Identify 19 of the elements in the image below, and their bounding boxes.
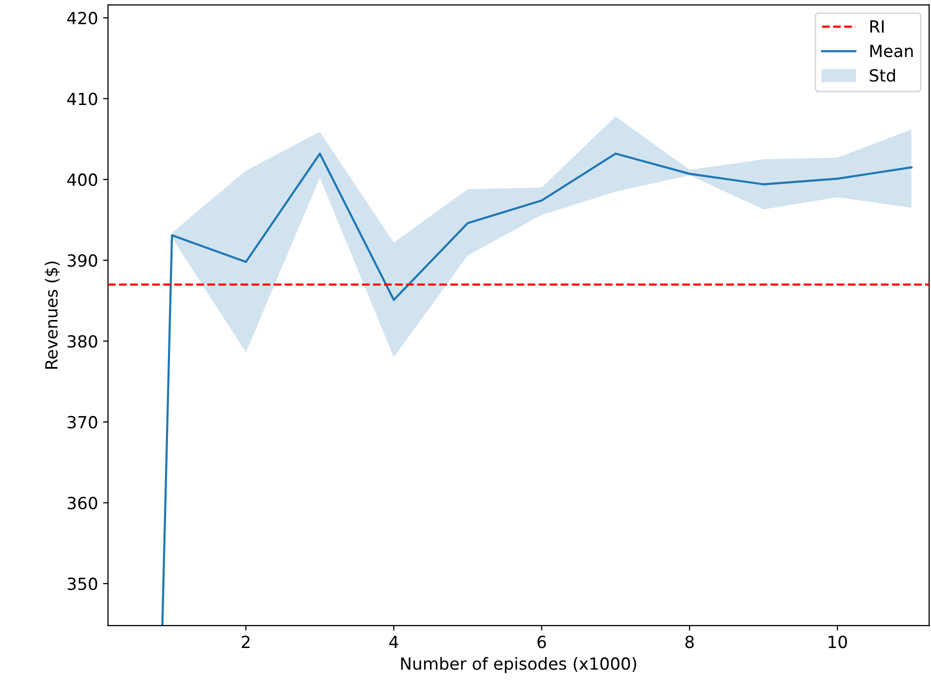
legend-label: Std — [870, 68, 895, 82]
y-tick-label: 350 — [68, 578, 98, 590]
y-tick-label: 410 — [67, 92, 98, 106]
y-tick-label: 380 — [68, 335, 98, 348]
y-tick-label: 420 — [67, 12, 98, 24]
y-tick-label: 390 — [68, 254, 98, 267]
x-axis-title: Number of episodes (x1000) — [401, 657, 636, 674]
x-tick-label: 2 — [242, 636, 250, 648]
y-tick-label: 360 — [68, 496, 98, 510]
y-tick-label: 370 — [68, 416, 98, 429]
y-tick-label: 400 — [67, 173, 98, 186]
x-tick-label: 8 — [685, 636, 694, 648]
x-tick-label: 4 — [389, 636, 398, 648]
legend-label: RI — [870, 20, 884, 33]
y-axis-title: Revenues ($) — [44, 262, 60, 369]
x-tick-label: 10 — [828, 636, 847, 648]
legend-label: Mean — [870, 44, 913, 58]
line-series — [161, 152, 912, 626]
x-tick-label: 6 — [538, 636, 546, 648]
